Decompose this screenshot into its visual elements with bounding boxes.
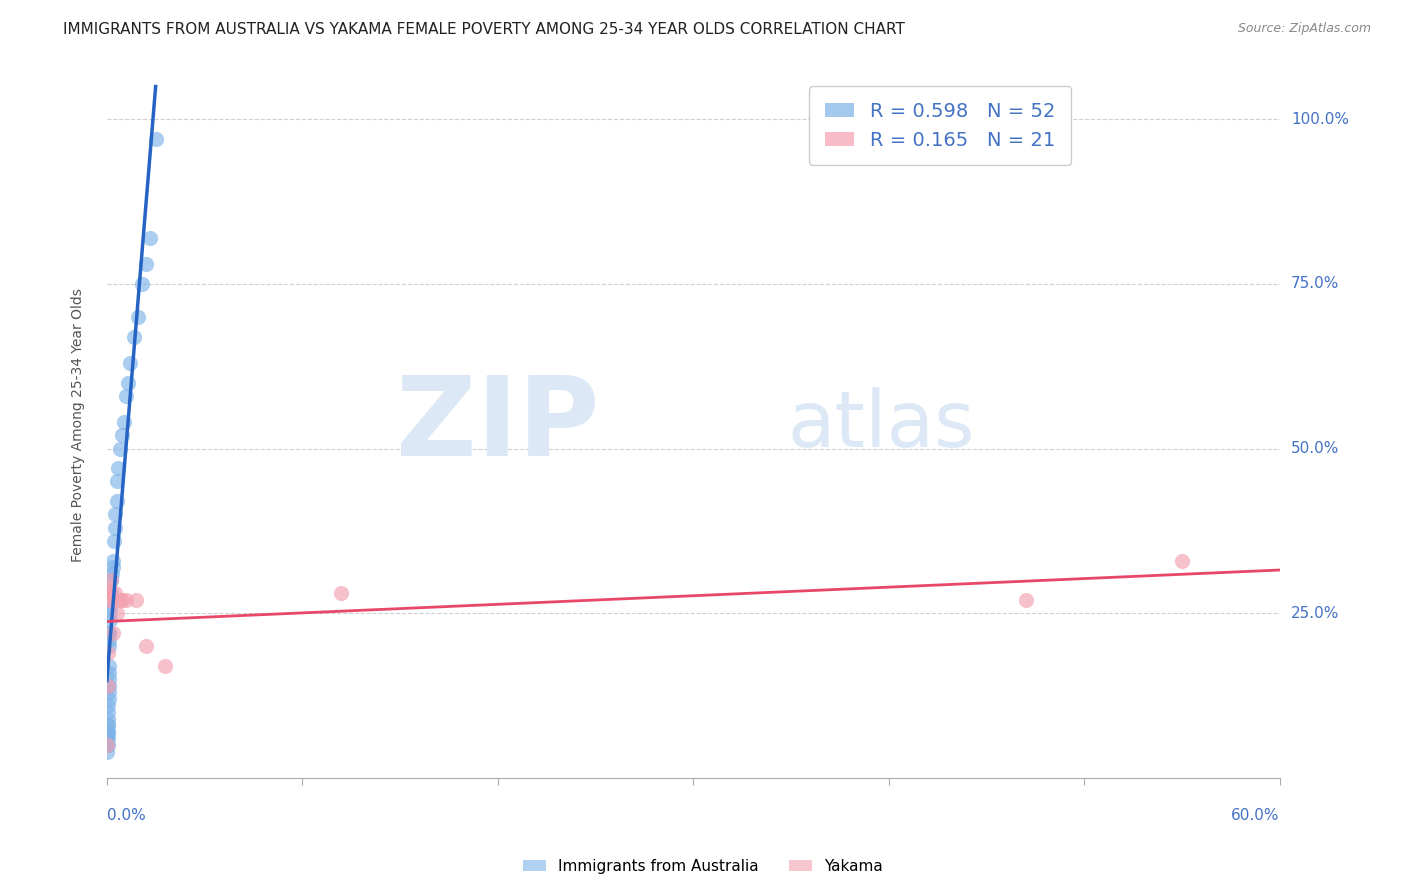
Point [97,626,120,640]
Point [115,389,138,403]
Legend: Immigrants from Australia, Yakama: Immigrants from Australia, Yakama [517,853,889,880]
Point [103,520,125,534]
Point [1014,593,1036,607]
Legend: R = 0.598   N = 52, R = 0.165   N = 21: R = 0.598 N = 52, R = 0.165 N = 21 [810,87,1070,165]
Point [103,508,125,522]
Point [100,593,122,607]
Point [139,230,162,244]
Point [100,574,122,588]
Point [101,553,124,567]
Point [107,461,129,475]
Text: IMMIGRANTS FROM AUSTRALIA VS YAKAMA FEMALE POVERTY AMONG 25-34 YEAR OLDS CORRELA: IMMIGRANTS FROM AUSTRALIA VS YAKAMA FEMA… [63,22,905,37]
Point [97,712,120,726]
Point [96,738,118,752]
Point [125,593,148,607]
Point [98,613,121,627]
Point [100,566,122,581]
Text: 100.0%: 100.0% [1291,112,1348,127]
Point [98,593,121,607]
Y-axis label: Female Poverty Among 25-34 Year Olds: Female Poverty Among 25-34 Year Olds [72,288,86,562]
Point [115,593,138,607]
Point [97,586,120,600]
Point [110,442,132,456]
Point [97,593,120,607]
Point [100,586,122,600]
Point [111,428,134,442]
Point [135,639,157,653]
Point [131,277,153,291]
Text: 0.0%: 0.0% [107,808,145,823]
Point [98,626,121,640]
Point [97,691,120,706]
Point [96,731,118,746]
Point [155,659,177,673]
Point [97,718,120,732]
Point [112,415,135,429]
Point [97,724,120,739]
Text: 60.0%: 60.0% [1232,808,1279,823]
Point [98,586,121,600]
Point [98,580,121,594]
Point [97,679,120,693]
Point [96,745,118,759]
Point [101,593,124,607]
Point [97,705,120,719]
Text: 75.0%: 75.0% [1291,277,1339,292]
Point [117,376,139,390]
Point [330,586,353,600]
Point [105,475,128,489]
Point [127,310,149,324]
Point [97,646,120,660]
Point [97,672,120,686]
Point [97,659,120,673]
Point [101,626,124,640]
Point [97,665,120,680]
Point [97,718,120,732]
Point [101,560,124,574]
Point [98,606,121,620]
Point [105,494,128,508]
Text: Source: ZipAtlas.com: Source: ZipAtlas.com [1237,22,1371,36]
Point [135,257,157,271]
Point [110,593,132,607]
Point [98,599,121,614]
Point [96,724,118,739]
Point [100,574,122,588]
Point [98,632,121,647]
Text: 50.0%: 50.0% [1291,441,1339,456]
Point [97,685,120,699]
Text: atlas: atlas [787,387,974,464]
Point [111,593,134,607]
Point [120,356,142,370]
Point [103,533,125,548]
Point [98,586,121,600]
Point [1171,553,1194,567]
Text: 25.0%: 25.0% [1291,606,1339,621]
Point [103,586,125,600]
Point [97,724,120,739]
Point [122,329,145,343]
Point [96,738,118,752]
Point [97,698,120,713]
Point [98,639,121,653]
Point [105,606,128,620]
Point [145,132,167,146]
Text: ZIP: ZIP [396,372,599,479]
Point [97,679,120,693]
Point [96,738,118,752]
Point [96,731,118,746]
